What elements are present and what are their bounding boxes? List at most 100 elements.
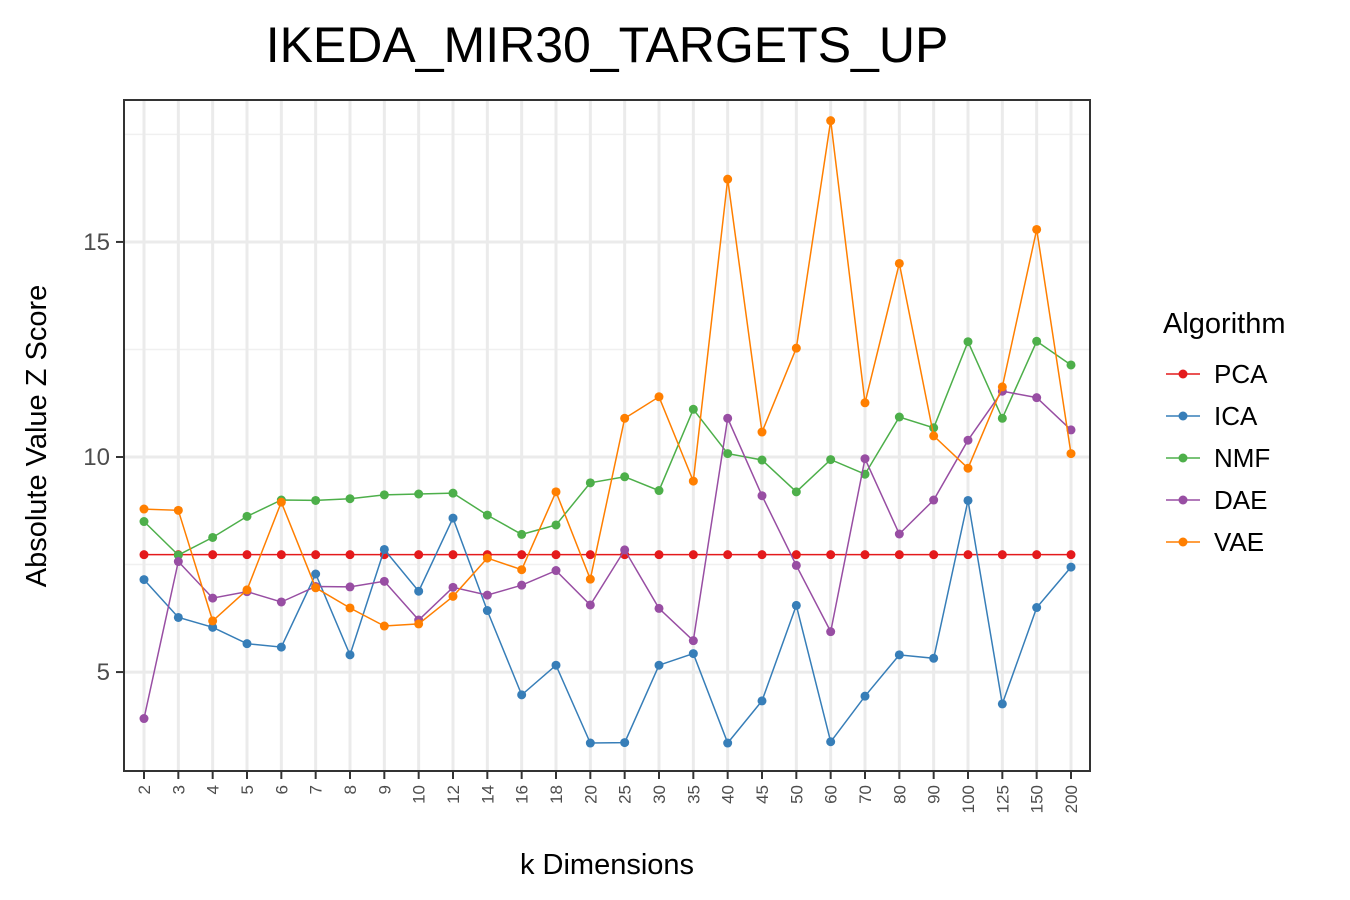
data-point-nmf — [448, 488, 458, 498]
data-point-nmf — [414, 489, 424, 499]
data-point-pca — [963, 550, 973, 560]
data-point-dae — [173, 557, 183, 567]
x-tick-label: 18 — [547, 785, 566, 804]
data-point-nmf — [688, 404, 698, 414]
grid — [124, 100, 1090, 771]
data-point-dae — [826, 627, 836, 637]
data-point-pca — [1066, 550, 1076, 560]
legend-item-vae: VAE — [1166, 527, 1264, 557]
x-tick-label: 9 — [375, 785, 394, 794]
y-axis-title: Absolute Value Z Score — [21, 285, 53, 588]
data-point-vae — [345, 603, 355, 613]
data-point-ica — [654, 660, 664, 670]
y-tick-label: 15 — [83, 229, 110, 256]
legend-item-ica: ICA — [1166, 401, 1258, 431]
data-point-dae — [345, 582, 355, 592]
legend-key-point — [1178, 537, 1188, 547]
series-line-dae — [143, 390, 1072, 719]
data-point-nmf — [723, 449, 733, 459]
series-layer — [139, 116, 1076, 748]
data-point-dae — [551, 566, 561, 576]
x-tick-label: 125 — [993, 785, 1012, 813]
data-point-nmf — [826, 455, 836, 465]
data-point-ica — [894, 650, 904, 660]
data-point-nmf — [551, 520, 561, 530]
data-point-dae — [620, 545, 630, 555]
data-point-nmf — [173, 550, 183, 560]
data-point-vae — [585, 574, 595, 584]
legend-key-point — [1178, 369, 1188, 379]
data-point-ica — [276, 642, 286, 652]
data-point-ica — [242, 639, 252, 649]
data-point-nmf — [242, 511, 252, 521]
series-vae — [139, 116, 1076, 631]
data-point-ica — [551, 660, 561, 670]
x-tick-label: 14 — [478, 785, 497, 804]
data-point-pca — [585, 550, 595, 560]
data-point-pca — [551, 550, 561, 560]
x-tick-label: 8 — [341, 785, 360, 794]
data-point-ica — [345, 650, 355, 660]
data-point-dae — [517, 580, 527, 590]
data-point-vae — [620, 413, 630, 423]
data-point-pca — [139, 550, 149, 560]
x-tick-label: 16 — [513, 785, 532, 804]
x-tick-label: 90 — [925, 785, 944, 804]
data-point-vae — [414, 619, 424, 629]
legend-label: PCA — [1214, 359, 1268, 389]
x-tick-label: 2 — [135, 785, 154, 794]
legend-item-dae: DAE — [1166, 485, 1267, 515]
x-tick-label: 20 — [581, 785, 600, 804]
data-point-pca — [311, 550, 321, 560]
data-point-vae — [379, 621, 389, 631]
legend-key-point — [1178, 495, 1188, 505]
x-tick-label: 100 — [959, 785, 978, 813]
data-point-vae — [1066, 449, 1076, 459]
data-point-pca — [414, 550, 424, 560]
data-point-ica — [620, 738, 630, 748]
x-tick-label: 200 — [1062, 785, 1081, 813]
data-point-vae — [517, 565, 527, 575]
data-point-dae — [894, 529, 904, 539]
data-point-pca — [860, 550, 870, 560]
data-point-dae — [963, 435, 973, 445]
data-point-dae — [482, 590, 492, 600]
data-point-ica — [1032, 603, 1042, 613]
data-point-vae — [482, 553, 492, 563]
x-tick-label: 6 — [272, 785, 291, 794]
series-ica — [139, 495, 1076, 748]
data-point-dae — [1032, 393, 1042, 403]
data-point-dae — [688, 636, 698, 646]
data-point-vae — [894, 258, 904, 268]
data-point-vae — [688, 476, 698, 486]
data-point-nmf — [894, 412, 904, 422]
x-tick-label: 3 — [169, 785, 188, 794]
data-point-pca — [276, 550, 286, 560]
data-point-ica — [1066, 562, 1076, 572]
legend-key-point — [1178, 411, 1188, 421]
data-point-nmf — [791, 487, 801, 497]
series-line-nmf — [143, 339, 1072, 557]
legend-label: ICA — [1214, 401, 1258, 431]
data-point-nmf — [345, 494, 355, 504]
legend-label: NMF — [1214, 443, 1270, 473]
data-point-nmf — [997, 413, 1007, 423]
data-point-ica — [482, 606, 492, 616]
legend: Algorithm PCA ICA NMF DAE VAE — [1163, 308, 1286, 557]
data-point-vae — [654, 392, 664, 402]
data-point-vae — [997, 382, 1007, 392]
data-point-vae — [139, 504, 149, 514]
data-point-ica — [929, 653, 939, 663]
x-tick-label: 40 — [719, 785, 738, 804]
data-point-vae — [311, 583, 321, 593]
data-point-dae — [791, 560, 801, 570]
legend-key-point — [1178, 453, 1188, 463]
data-point-nmf — [757, 455, 767, 465]
data-point-vae — [448, 591, 458, 601]
x-tick-label: 70 — [856, 785, 875, 804]
data-point-ica — [723, 738, 733, 748]
data-point-vae — [791, 343, 801, 353]
data-point-pca — [1032, 550, 1042, 560]
